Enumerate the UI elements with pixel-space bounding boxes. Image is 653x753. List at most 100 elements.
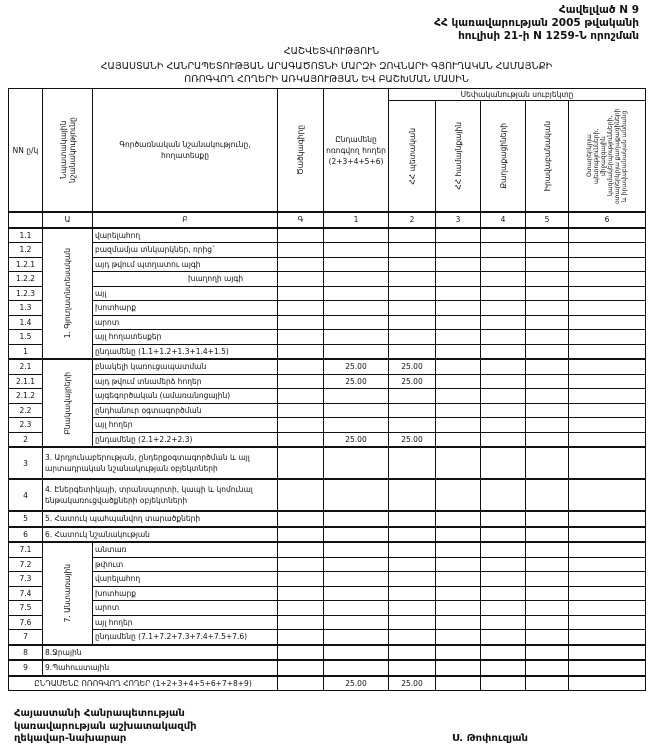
row-value <box>388 659 436 676</box>
table-row: 8 8.Ջրային <box>8 643 646 661</box>
row-value <box>388 571 436 587</box>
row-value <box>435 614 481 630</box>
table-row: 1.2.1 այդ թվում պտղատու այգի <box>8 256 646 272</box>
row-value <box>388 256 436 272</box>
row-number: 2 <box>8 431 43 448</box>
row-value <box>568 614 646 630</box>
row-value <box>388 541 436 558</box>
row-value <box>323 510 389 527</box>
row-description: խոտհարք <box>92 300 278 316</box>
row-value <box>323 585 389 601</box>
row-value <box>388 446 436 480</box>
footer-line1: Հայաստանի Հանրապետության <box>14 708 185 719</box>
row-number: 1.5 <box>8 329 43 345</box>
row-value: 25.00 <box>388 358 436 375</box>
table-row: 6 6. Հատուկ նշանակության <box>8 525 646 543</box>
row-value <box>277 329 324 345</box>
row-description: այդ թվում տնամերձ հողեր <box>92 373 278 389</box>
header-total: Ընդամենը ոռոգվող հողեր (2+3+4+5+6) <box>323 88 389 213</box>
row-value <box>323 614 389 630</box>
row-value <box>525 541 569 558</box>
row-value <box>388 478 436 512</box>
grand-total-value: 25.00 <box>323 674 389 691</box>
header-legal-label: Իրավաբանական <box>542 120 552 192</box>
group-label: 1. Գյուղատնտեսական <box>63 248 72 339</box>
row-value <box>480 242 526 258</box>
row-value <box>435 402 481 418</box>
table-row: 9 9.Պահուստային <box>8 659 646 676</box>
column-index-cell: 5 <box>525 211 569 228</box>
row-value <box>568 314 646 330</box>
row-value <box>480 314 526 330</box>
row-value <box>435 629 481 645</box>
header-legal: Իրավաբանական <box>525 100 569 213</box>
row-value <box>323 271 389 287</box>
grand-total-value <box>277 674 324 691</box>
row-value <box>435 556 481 572</box>
signatory-name: Ս. Թոփուզյան <box>452 733 528 744</box>
row-value <box>323 388 389 404</box>
row-value <box>435 478 481 512</box>
row-value <box>388 314 436 330</box>
header-purpose: Նպատակային նշանակությունը <box>42 88 93 213</box>
column-index-cell: 3 <box>435 211 481 228</box>
row-value <box>277 510 324 527</box>
table-row: 1.2.2 խաղողի այգի <box>8 271 646 287</box>
row-value <box>323 343 389 360</box>
row-value <box>277 343 324 360</box>
row-value <box>480 417 526 433</box>
group-label: Բնակավայրերի <box>63 371 72 435</box>
row-number: 6 <box>8 525 43 543</box>
row-value <box>323 525 389 543</box>
row-value <box>323 629 389 645</box>
row-value <box>568 659 646 676</box>
row-value <box>323 643 389 661</box>
header-state-label: ՀՀ պետական <box>407 127 417 185</box>
row-value <box>323 402 389 418</box>
row-value <box>277 226 324 243</box>
row-value <box>525 388 569 404</box>
row-value <box>480 431 526 448</box>
row-number: 7.4 <box>8 585 43 601</box>
row-value <box>480 373 526 389</box>
row-number: 2.3 <box>8 417 43 433</box>
row-value <box>525 329 569 345</box>
row-value <box>323 446 389 480</box>
row-value <box>277 585 324 601</box>
row-number: 1.2.1 <box>8 256 43 272</box>
row-value <box>525 446 569 480</box>
row-value <box>435 256 481 272</box>
row-description: ընդամենը (2.1+2.2+2.3) <box>92 431 278 448</box>
table-row: 1.2 բազմամյա տնկարկներ, որից` <box>8 242 646 258</box>
row-value <box>480 643 526 661</box>
row-description: արոտ <box>92 600 278 616</box>
grand-total-value <box>480 674 526 691</box>
header-foreign-label: Օտարերկրյա պետությունների, միջազգային կա… <box>586 108 628 204</box>
row-value <box>323 285 389 301</box>
row-value <box>277 600 324 616</box>
row-value <box>277 614 324 630</box>
group-label-cell: 7. Անտառային <box>42 541 93 645</box>
row-value <box>323 226 389 243</box>
table-row: 7 ընդամենը (7.1+7.2+7.3+7.4+7.5+7.6) <box>8 629 646 645</box>
row-value <box>388 556 436 572</box>
footer-position: Հայաստանի Հանրապետության կառավարության ա… <box>14 708 197 746</box>
row-value <box>568 571 646 587</box>
row-number: 7.2 <box>8 556 43 572</box>
row-value <box>277 388 324 404</box>
row-description: 8.Ջրային <box>42 643 278 661</box>
row-value <box>277 659 324 676</box>
row-value <box>568 343 646 360</box>
row-value: 25.00 <box>388 431 436 448</box>
row-number: 3 <box>8 446 43 480</box>
row-value <box>277 300 324 316</box>
row-value <box>435 510 481 527</box>
row-value <box>480 285 526 301</box>
row-value <box>525 373 569 389</box>
row-value <box>323 242 389 258</box>
header-community: ՀՀ համայնքային <box>435 100 481 213</box>
row-value <box>568 417 646 433</box>
header-citizens: Քաղաքացիների <box>480 100 526 213</box>
table-row: 7.5 արոտ <box>8 600 646 616</box>
row-description: բազմամյա տնկարկներ, որից` <box>92 242 278 258</box>
